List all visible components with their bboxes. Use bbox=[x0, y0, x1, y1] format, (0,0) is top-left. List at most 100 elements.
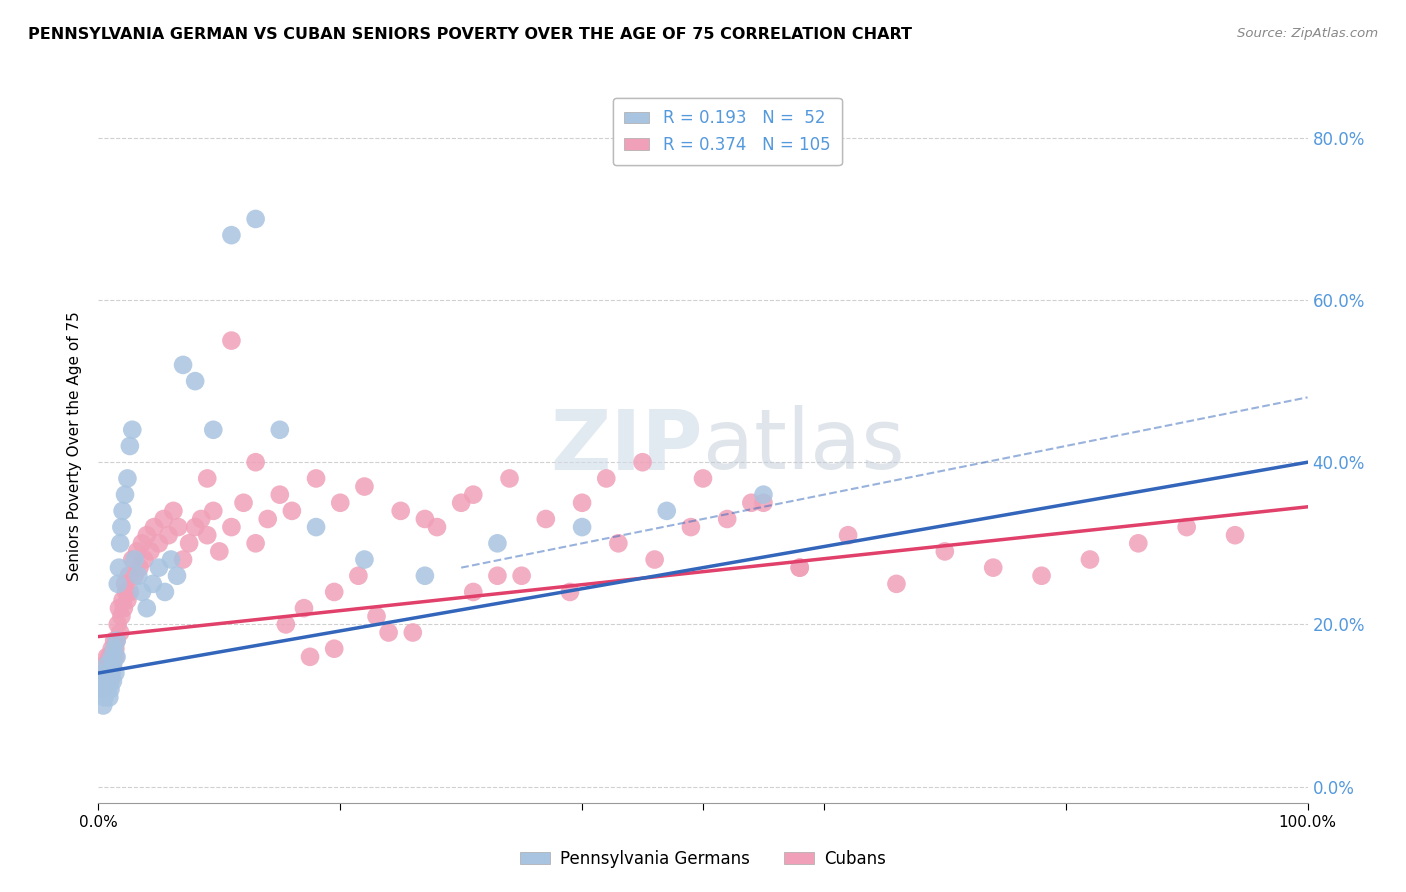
Y-axis label: Seniors Poverty Over the Age of 75: Seniors Poverty Over the Age of 75 bbox=[67, 311, 83, 581]
Point bbox=[139, 544, 162, 558]
Point bbox=[389, 504, 412, 518]
Point bbox=[110, 520, 132, 534]
Point bbox=[366, 609, 388, 624]
Point bbox=[97, 682, 120, 697]
Point bbox=[142, 577, 165, 591]
Point bbox=[245, 536, 267, 550]
Point bbox=[117, 471, 139, 485]
Point bbox=[402, 625, 425, 640]
Point bbox=[329, 496, 352, 510]
Point bbox=[100, 657, 122, 672]
Point bbox=[534, 512, 557, 526]
Point bbox=[571, 520, 593, 534]
Point bbox=[281, 504, 304, 518]
Point bbox=[450, 496, 472, 510]
Point bbox=[655, 504, 678, 518]
Point bbox=[679, 520, 702, 534]
Point bbox=[101, 649, 124, 664]
Point bbox=[108, 625, 131, 640]
Point bbox=[97, 666, 120, 681]
Point bbox=[107, 577, 129, 591]
Point bbox=[100, 682, 122, 697]
Point bbox=[91, 682, 114, 697]
Point bbox=[299, 649, 322, 664]
Point bbox=[118, 585, 141, 599]
Point bbox=[413, 512, 436, 526]
Point bbox=[98, 690, 121, 705]
Point bbox=[148, 536, 170, 550]
Point bbox=[323, 585, 346, 599]
Point bbox=[100, 674, 122, 689]
Point bbox=[135, 601, 157, 615]
Point bbox=[135, 528, 157, 542]
Point bbox=[104, 649, 127, 664]
Point bbox=[121, 423, 143, 437]
Point bbox=[127, 544, 149, 558]
Point bbox=[1128, 536, 1150, 550]
Point bbox=[595, 471, 617, 485]
Point bbox=[143, 520, 166, 534]
Point bbox=[837, 528, 859, 542]
Point bbox=[1223, 528, 1246, 542]
Point bbox=[245, 455, 267, 469]
Point bbox=[112, 601, 135, 615]
Point bbox=[103, 641, 125, 656]
Point bbox=[98, 649, 121, 664]
Point bbox=[117, 593, 139, 607]
Point bbox=[153, 585, 176, 599]
Point bbox=[111, 593, 134, 607]
Point bbox=[105, 633, 128, 648]
Point bbox=[292, 601, 315, 615]
Point bbox=[98, 674, 121, 689]
Point bbox=[94, 682, 117, 697]
Point bbox=[105, 633, 128, 648]
Point bbox=[607, 536, 630, 550]
Point bbox=[127, 568, 149, 582]
Point bbox=[107, 617, 129, 632]
Point bbox=[100, 641, 122, 656]
Point bbox=[353, 552, 375, 566]
Point bbox=[184, 520, 207, 534]
Point bbox=[118, 439, 141, 453]
Point bbox=[221, 334, 243, 348]
Point bbox=[104, 666, 127, 681]
Point bbox=[202, 504, 225, 518]
Point bbox=[323, 641, 346, 656]
Point bbox=[97, 657, 120, 672]
Point bbox=[100, 666, 122, 681]
Point bbox=[121, 552, 143, 566]
Point bbox=[195, 471, 218, 485]
Point bbox=[353, 479, 375, 493]
Point bbox=[157, 528, 180, 542]
Point bbox=[221, 228, 243, 243]
Point bbox=[167, 520, 190, 534]
Point bbox=[94, 674, 117, 689]
Point bbox=[101, 657, 124, 672]
Point bbox=[486, 568, 509, 582]
Point bbox=[463, 585, 485, 599]
Point bbox=[110, 609, 132, 624]
Point bbox=[101, 674, 124, 689]
Point bbox=[91, 698, 114, 713]
Point bbox=[162, 504, 184, 518]
Point bbox=[103, 633, 125, 648]
Point bbox=[631, 455, 654, 469]
Text: atlas: atlas bbox=[703, 406, 904, 486]
Point bbox=[101, 657, 124, 672]
Text: PENNSYLVANIA GERMAN VS CUBAN SENIORS POVERTY OVER THE AGE OF 75 CORRELATION CHAR: PENNSYLVANIA GERMAN VS CUBAN SENIORS POV… bbox=[28, 27, 912, 42]
Point bbox=[789, 560, 811, 574]
Point bbox=[269, 488, 291, 502]
Legend: R = 0.193   N =  52, R = 0.374   N = 105: R = 0.193 N = 52, R = 0.374 N = 105 bbox=[613, 97, 842, 165]
Point bbox=[124, 568, 146, 582]
Point bbox=[305, 520, 328, 534]
Point bbox=[256, 512, 278, 526]
Point bbox=[94, 666, 117, 681]
Point bbox=[274, 617, 297, 632]
Point bbox=[232, 496, 254, 510]
Point bbox=[184, 374, 207, 388]
Point bbox=[114, 577, 136, 591]
Legend: Pennsylvania Germans, Cubans: Pennsylvania Germans, Cubans bbox=[513, 844, 893, 875]
Point bbox=[498, 471, 520, 485]
Point bbox=[100, 666, 122, 681]
Point bbox=[644, 552, 666, 566]
